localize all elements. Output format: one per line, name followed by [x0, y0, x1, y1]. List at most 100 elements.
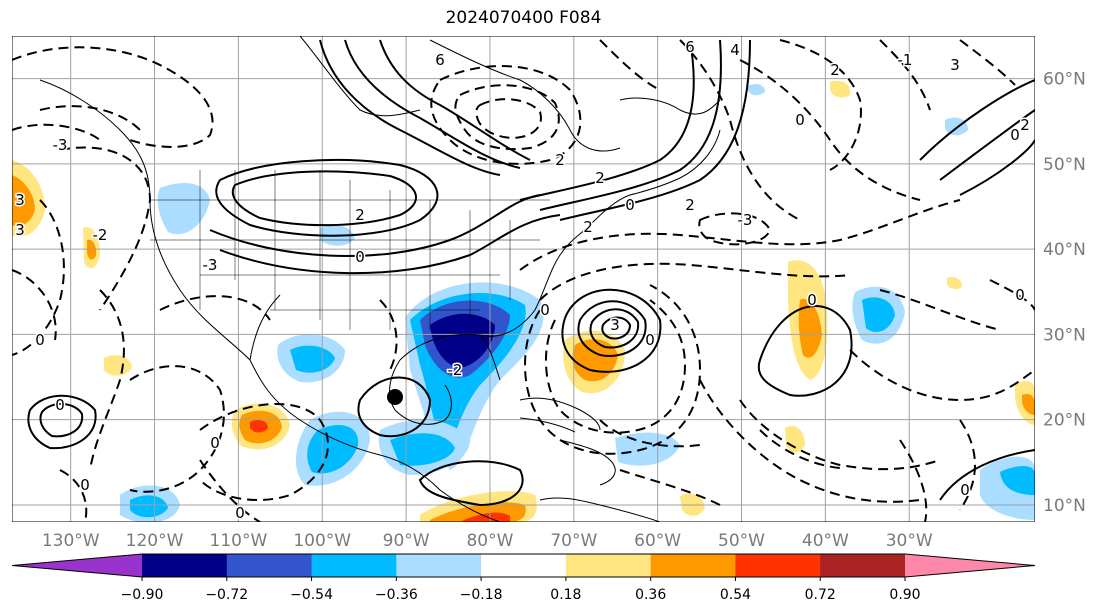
positive-anomaly-region: [572, 339, 618, 382]
contour-label: 0: [235, 504, 245, 522]
lon-tick-label: 80°W: [466, 531, 513, 551]
contour-label: 4: [730, 41, 740, 59]
colorbar-tick-label: −0.72: [205, 587, 248, 603]
positive-anomaly-region: [250, 420, 268, 433]
colorbar-segment: [820, 554, 906, 577]
colorbar-segment: [481, 554, 567, 577]
contour-label: 2: [1020, 116, 1030, 134]
colorbar-tick-label: 0.90: [889, 587, 920, 603]
lon-tick-label: 120°W: [126, 531, 184, 551]
lon-tick-label: 40°W: [802, 531, 849, 551]
contour-label: 3: [15, 191, 25, 209]
contour-label: 0: [540, 301, 550, 319]
colorbar-segment: [565, 554, 652, 577]
positive-anomaly-region: [798, 299, 822, 358]
contour-label: 2: [583, 218, 593, 236]
lon-tick-label: 110°W: [210, 531, 268, 551]
contour-label: 2: [555, 151, 565, 169]
negative-anomaly-region: [130, 495, 168, 518]
colorbar-tick-label: −0.18: [460, 587, 503, 603]
contour-label: 0: [807, 291, 817, 309]
contour-label: 3: [950, 56, 960, 74]
positive-anomaly-region: [460, 512, 510, 522]
negative-anomaly-region: [1000, 466, 1035, 495]
contour-label: 0: [35, 331, 45, 349]
colorbar-segment: [735, 554, 821, 577]
contour-label: 2: [355, 206, 365, 224]
colorbar-tick-label: 0.36: [635, 587, 666, 603]
map-title: 2024070400 F084: [445, 8, 602, 28]
positive-anomaly-region: [104, 355, 132, 376]
contour-label: 2: [595, 169, 605, 187]
contour-label: -3: [738, 211, 753, 229]
contour-label: 0: [80, 476, 90, 494]
lat-tick-label: 50°N: [1043, 155, 1086, 175]
colorbar-tick-label: 0.72: [805, 587, 836, 603]
colorbar-tick-label: −0.90: [121, 587, 164, 603]
positive-anomaly-region: [785, 425, 805, 453]
lat-tick-label: 40°N: [1043, 240, 1086, 260]
contour-label: 0: [55, 396, 65, 414]
lat-tick-label: 20°N: [1043, 411, 1086, 431]
longitude-ticks: 130°W 120°W 110°W 100°W 90°W 80°W 70°W 60°W 50°W…: [42, 531, 933, 551]
lon-tick-label: 50°W: [718, 531, 765, 551]
colorbar-extend-min: [12, 554, 142, 577]
contour-label: 3: [610, 316, 620, 334]
colorbar-tick-label: −0.36: [375, 587, 418, 603]
negative-anomaly-region: [945, 117, 968, 136]
lon-tick-label: 90°W: [383, 531, 430, 551]
contour-label: 2: [685, 196, 695, 214]
coastlines: [39, 36, 721, 522]
negative-anomaly-region: [430, 313, 495, 368]
lat-tick-label: 60°N: [1043, 70, 1086, 90]
contour-label: -2: [93, 226, 108, 244]
contour-label: 0: [1010, 126, 1020, 144]
colorbar-segment: [142, 554, 228, 577]
colorbar-segment: [396, 554, 482, 577]
contour-label: -1: [898, 51, 913, 69]
colorbar-extend-max: [905, 554, 1035, 577]
gridlines: [12, 36, 1035, 522]
contour-label: 0: [355, 248, 365, 266]
contour-label: 6: [685, 38, 695, 56]
colorbar-tick-label: −0.54: [290, 587, 333, 603]
dashed-contours: [12, 39, 1035, 522]
contour-label: 0: [960, 481, 970, 499]
negative-anomaly-region: [862, 297, 895, 332]
latitude-ticks: 60°N 50°N 40°N 30°N 20°N 10°N: [1043, 70, 1086, 516]
lon-tick-label: 30°W: [886, 531, 933, 551]
colorbar-tick-label: 0.18: [550, 587, 581, 603]
contour-label: -3: [203, 256, 218, 274]
negative-anomaly-region: [307, 425, 359, 474]
negative-anomaly-region: [290, 345, 335, 373]
contour-label: 2: [830, 61, 840, 79]
lon-tick-label: 100°W: [293, 531, 351, 551]
lon-tick-label: 70°W: [550, 531, 597, 551]
positive-anomaly-region: [1022, 394, 1035, 415]
contour-label: 3: [15, 221, 25, 239]
lat-tick-label: 30°N: [1043, 325, 1086, 345]
lat-tick-label: 10°N: [1043, 496, 1086, 516]
cyclone-center-marker: [387, 389, 403, 405]
contour-label: -2: [448, 361, 463, 379]
positive-anomaly-region: [830, 80, 851, 98]
colorbar-segment: [311, 554, 397, 577]
contour-label: -3: [53, 136, 68, 154]
contour-label: 6: [435, 51, 445, 69]
contour-label: 0: [1015, 286, 1025, 304]
colorbar-segment: [650, 554, 736, 577]
state-borders: [150, 170, 550, 330]
positive-anomaly-region: [947, 277, 963, 290]
contour-label: 0: [795, 111, 805, 129]
negative-anomaly-region: [157, 183, 210, 235]
contour-label: 0: [210, 434, 220, 452]
colorbar-tick-label: 0.54: [720, 587, 751, 603]
negative-anomaly-region: [748, 84, 765, 96]
lon-tick-label: 60°W: [634, 531, 681, 551]
colorbar-segment: [226, 554, 313, 577]
contour-label: 0: [625, 196, 635, 214]
colorbar: −0.90 −0.72 −0.54 −0.36 −0.18 0.18 0.36 0.54 0.7…: [11, 553, 1036, 603]
lon-tick-label: 130°W: [42, 531, 100, 551]
